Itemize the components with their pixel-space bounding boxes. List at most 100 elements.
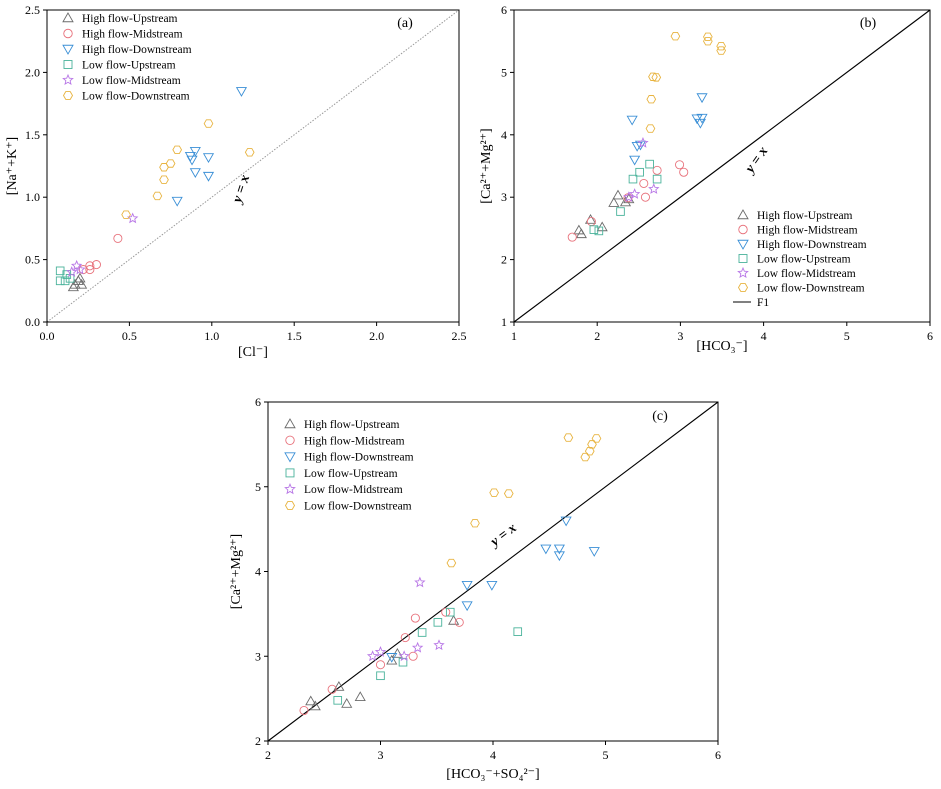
x-tick-label: 1.0: [204, 329, 219, 343]
data-point: [646, 95, 657, 104]
data-point: [91, 260, 101, 270]
data-point: [675, 160, 685, 170]
data-point: [461, 601, 473, 612]
data-point: [67, 281, 79, 292]
data-point: [309, 700, 321, 711]
data-point: [66, 266, 78, 277]
plot-frame: [513, 9, 931, 323]
series-high-flow-upstream: [67, 272, 88, 292]
data-point: [640, 192, 650, 202]
x-axis-label: [Cl⁻]: [238, 345, 268, 360]
legend-label: High flow-Midstream: [757, 225, 858, 237]
data-point: [433, 618, 443, 627]
series-low-flow-upstream: [333, 607, 523, 705]
data-point: [588, 547, 600, 557]
data-point: [375, 660, 386, 670]
data-point: [400, 633, 410, 643]
y-tick-label: 5: [255, 480, 261, 494]
data-point: [580, 452, 591, 462]
data-point: [635, 167, 644, 177]
legend-marker: [284, 452, 296, 463]
data-point: [631, 141, 643, 152]
reference-line-label: y = x: [487, 521, 520, 551]
panel-label: (a): [397, 16, 413, 31]
data-point: [626, 115, 638, 126]
data-point: [540, 544, 552, 555]
data-point: [587, 440, 597, 449]
y-tick-label: 2: [255, 734, 261, 748]
plot-frame: [46, 9, 460, 323]
legend-marker: [285, 468, 295, 478]
legend-label: High flow-Downstream: [757, 239, 867, 251]
legend-marker: [738, 254, 748, 263]
series-high-flow-midstream: [299, 607, 464, 716]
series-low-flow-midstream: [66, 212, 139, 277]
legend-marker: [738, 224, 748, 235]
y-tick-label: 1.0: [25, 190, 40, 204]
data-point: [639, 178, 649, 189]
reference-line-label: y = x: [742, 144, 772, 177]
legend-marker: [62, 73, 74, 85]
y-tick-label: 2.5: [25, 3, 40, 17]
y-tick-label: 6: [501, 3, 507, 17]
legend-label: High flow-Downstream: [82, 44, 192, 56]
data-point: [591, 434, 602, 443]
x-tick-label: 4: [490, 748, 496, 762]
reference-line: [267, 401, 719, 742]
data-point: [716, 42, 727, 51]
legend-label: Low flow-Upstream: [82, 60, 176, 72]
y-tick-label: 4: [255, 565, 261, 579]
series-high-flow-midstream: [78, 233, 123, 275]
data-point: [628, 174, 638, 184]
data-point: [374, 646, 387, 657]
panel-label: (c): [652, 409, 668, 424]
x-tick-label: 3: [378, 748, 384, 762]
data-point: [85, 265, 95, 275]
data-point: [172, 145, 183, 154]
panel-label: (b): [860, 16, 877, 31]
data-point: [594, 226, 604, 236]
x-axis-label: [HCO₃⁻+SO₄²⁻]: [446, 767, 539, 782]
data-point: [333, 696, 343, 705]
data-point: [76, 278, 88, 289]
data-point: [127, 212, 139, 224]
chart-panel-b: 1 2 3 4 5 6 1 2 3 4 5 6 [HCO₃⁻] [Ca²⁺+Mg²⁺] (b) y = x Hi…: [479, 3, 933, 354]
series-high-flow-midstream: [567, 160, 689, 242]
data-point: [584, 446, 595, 456]
x-tick-label: 2: [265, 748, 271, 762]
data-point: [553, 544, 565, 555]
x-tick-label: 0.5: [122, 329, 137, 343]
data-point: [113, 233, 123, 243]
data-point: [651, 73, 662, 82]
x-tick-label: 2: [594, 329, 600, 343]
x-tick-label: 6: [715, 748, 721, 762]
y-tick-label: 0.5: [25, 253, 40, 267]
x-tick-label: 5: [844, 329, 850, 343]
series-high-flow-downstream: [626, 93, 708, 166]
data-point: [376, 671, 385, 681]
data-point: [703, 37, 713, 46]
x-axis-label: [HCO₃⁻]: [696, 339, 747, 354]
y-axis-label: [Ca²⁺+Mg²⁺]: [229, 534, 244, 609]
legend-label: Low flow-Upstream: [304, 468, 398, 480]
data-point: [608, 197, 620, 207]
data-point: [679, 167, 689, 177]
chart-panel-a: 0.0 0.5 1.0 1.5 2.0 2.5 0.0 0.5 1.0 1.5 2.0 2.5 [Cl⁻…: [5, 3, 467, 360]
data-point: [652, 165, 662, 175]
data-point: [171, 196, 183, 207]
data-point: [486, 581, 498, 591]
x-tick-label: 0.0: [40, 329, 55, 343]
y-tick-label: 2: [501, 253, 507, 267]
data-point: [203, 119, 214, 128]
data-point: [567, 232, 577, 242]
data-point: [629, 155, 641, 166]
series-low-flow-downstream: [645, 32, 727, 133]
legend-marker: [737, 283, 749, 292]
legend-label: Low flow-Midstream: [757, 268, 856, 280]
data-point: [648, 72, 658, 81]
x-tick-label: 3: [677, 329, 683, 343]
y-tick-label: 3: [501, 190, 507, 204]
data-point: [414, 576, 426, 588]
data-point: [74, 263, 86, 275]
